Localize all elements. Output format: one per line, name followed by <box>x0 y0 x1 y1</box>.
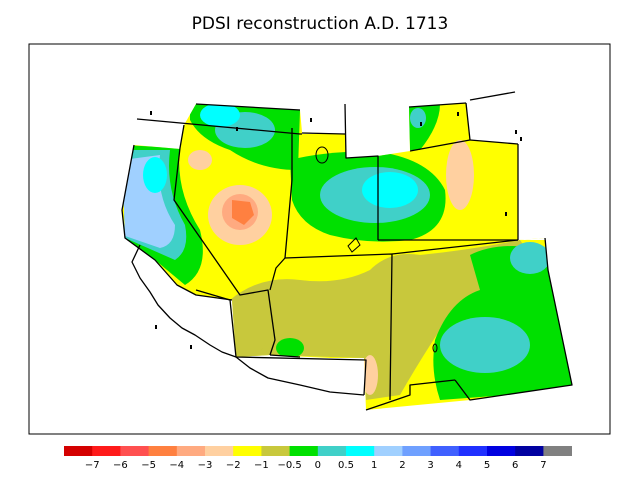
legend-tick-label: 7 <box>540 460 546 471</box>
lake-outline <box>432 343 438 353</box>
state-border <box>173 124 276 356</box>
legend-tick-label: 5 <box>484 460 490 471</box>
state-border <box>469 91 516 101</box>
legend-tick-label: −0.5 <box>277 460 301 471</box>
island-mark <box>150 111 152 115</box>
island-mark <box>420 122 422 126</box>
legend-tick-label: 4 <box>456 460 462 471</box>
legend-tick-label: 2 <box>399 460 405 471</box>
legend-tick-label: −1 <box>254 460 269 471</box>
pdsi-contour-region <box>276 338 304 358</box>
state-border <box>469 139 519 145</box>
legend-swatch <box>543 446 572 456</box>
legend-tick-label: 3 <box>427 460 433 471</box>
legend-tick-label: 6 <box>512 460 518 471</box>
pdsi-contour-region <box>362 172 418 208</box>
legend-swatch <box>346 446 375 456</box>
legend-swatch <box>317 446 347 456</box>
island-mark <box>236 127 238 131</box>
legend-swatch <box>148 446 178 456</box>
state-border <box>269 354 301 358</box>
pdsi-contour-region <box>188 150 212 170</box>
state-border <box>391 239 519 255</box>
state-border <box>121 144 233 301</box>
legend-tick-label: −3 <box>198 460 213 471</box>
lake-outline <box>347 237 361 253</box>
pdsi-contour-region <box>122 155 175 248</box>
map-frame <box>28 43 611 435</box>
pdsi-contour-region <box>200 103 240 127</box>
state-border <box>408 102 467 108</box>
pdsi-contour-region <box>440 317 530 373</box>
legend-tick-label: −7 <box>85 460 100 471</box>
pdsi-contour-region <box>446 140 474 210</box>
legend-tick-label: −2 <box>226 460 241 471</box>
legend-swatch <box>92 446 121 456</box>
legend-tick-label: −5 <box>141 460 156 471</box>
coastline <box>131 244 237 358</box>
state-border <box>344 103 379 240</box>
island-mark <box>505 212 507 216</box>
legend-swatch <box>458 446 488 456</box>
legend-swatch <box>120 446 149 456</box>
legend-swatch <box>487 446 516 456</box>
state-border <box>301 132 346 135</box>
lake-outline <box>315 146 329 164</box>
legend-tick-label: −4 <box>169 460 184 471</box>
legend-tick-label: 1 <box>371 460 377 471</box>
legend-swatch <box>64 446 93 456</box>
legend-tick-label: 0.5 <box>338 460 354 471</box>
legend-swatch <box>289 446 319 456</box>
island-mark <box>520 137 522 141</box>
international-border <box>235 356 365 396</box>
legend-swatch <box>233 446 262 456</box>
state-outlines <box>121 91 573 411</box>
legend-swatch <box>430 446 460 456</box>
pdsi-contour-region <box>143 157 167 193</box>
state-border <box>136 118 302 135</box>
island-mark <box>515 130 517 134</box>
legend-tick-label: −6 <box>113 460 128 471</box>
legend-swatch <box>515 446 544 456</box>
state-border <box>269 257 286 291</box>
chart-title: PDSI reconstruction A.D. 1713 <box>191 14 449 34</box>
legend-swatch <box>402 446 431 456</box>
state-border <box>454 237 573 401</box>
island-mark <box>457 112 459 116</box>
legend-swatch <box>176 446 206 456</box>
state-border <box>409 139 471 152</box>
island-mark <box>190 345 192 349</box>
state-border <box>195 103 301 111</box>
legend-swatch <box>374 446 403 456</box>
legend-swatch <box>205 446 234 456</box>
pdsi-contour-region <box>232 200 254 225</box>
island-mark <box>310 118 312 122</box>
legend-tick-label: 0 <box>315 460 321 471</box>
island-mark <box>155 325 157 329</box>
pdsi-contour-region <box>234 326 266 354</box>
state-border <box>465 102 471 141</box>
pdsi-contour-region <box>510 242 550 274</box>
state-border <box>365 379 456 411</box>
legend-swatch <box>261 446 290 456</box>
